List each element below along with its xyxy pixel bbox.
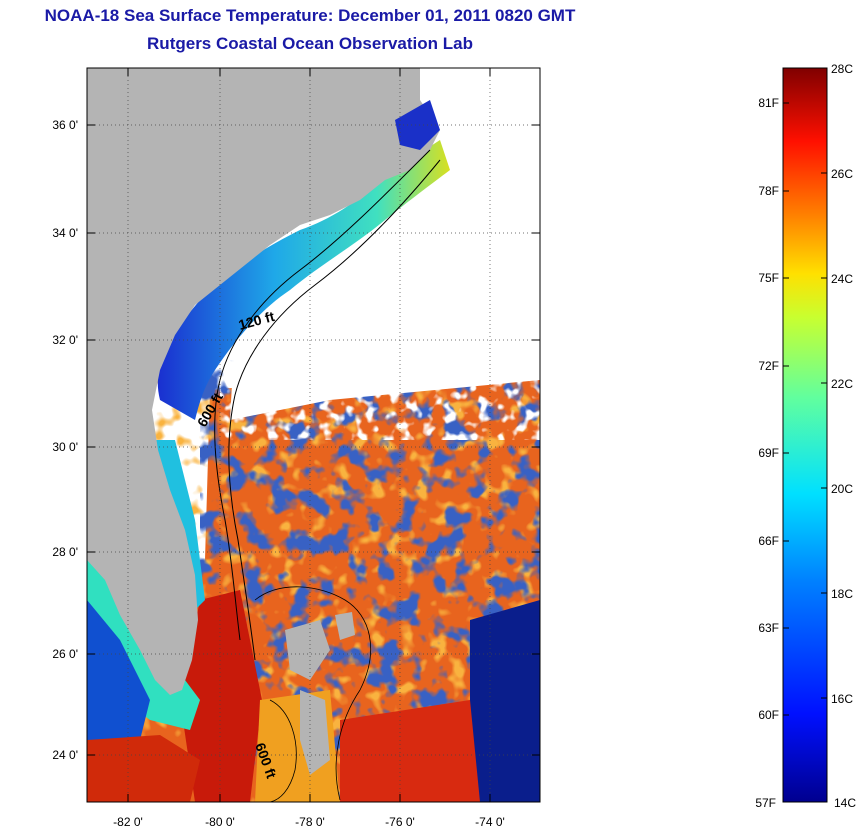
colorbar-fahrenheit-label: 63F — [758, 621, 779, 635]
colorbar-celsius-label: 26C — [831, 167, 853, 181]
lon-tick-label: -82 0' — [113, 815, 143, 829]
colorbar-fahrenheit-label: 81F — [758, 96, 779, 110]
lon-tick-label: -80 0' — [205, 815, 235, 829]
colorbar-fahrenheit-label: 66F — [758, 534, 779, 548]
bahamas-island — [335, 612, 355, 640]
colorbar-fahrenheit-label: 72F — [758, 359, 779, 373]
sst-field — [87, 68, 540, 802]
map-subtitle: Rutgers Coastal Ocean Observation Lab — [147, 34, 473, 53]
lat-tick-label: 36 0' — [52, 118, 78, 132]
lon-tick-label: -78 0' — [295, 815, 325, 829]
bahamas-island — [300, 690, 330, 775]
colorbar-celsius-label: 28C — [831, 62, 853, 76]
bahamas-island — [285, 620, 330, 680]
colorbar-celsius-label: 24C — [831, 272, 853, 286]
lon-tick-label: -74 0' — [475, 815, 505, 829]
colorbar: 28C 26C 24C 22C 20C 18C 16C 14C 81F 78F … — [755, 62, 856, 810]
colorbar-fahrenheit-label: 60F — [758, 708, 779, 722]
colorbar-fahrenheit-label: 57F — [755, 796, 776, 810]
colorbar-celsius-label: 14C — [834, 796, 856, 810]
colorbar-celsius-label: 16C — [831, 692, 853, 706]
colorbar-celsius-label: 18C — [831, 587, 853, 601]
map-title: NOAA-18 Sea Surface Temperature: Decembe… — [44, 6, 576, 25]
lat-tick-label: 30 0' — [52, 440, 78, 454]
colorbar-scale — [782, 67, 828, 803]
lat-tick-label: 26 0' — [52, 647, 78, 661]
lat-tick-label: 32 0' — [52, 333, 78, 347]
land-mass — [87, 68, 440, 695]
colorbar-celsius-label: 20C — [831, 482, 853, 496]
lat-tick-label: 24 0' — [52, 748, 78, 762]
colorbar-fahrenheit-label: 75F — [758, 271, 779, 285]
colorbar-celsius-label: 22C — [831, 377, 853, 391]
lat-tick-label: 34 0' — [52, 226, 78, 240]
colorbar-fahrenheit-label: 69F — [758, 446, 779, 460]
colorbar-fahrenheit-label: 78F — [758, 184, 779, 198]
map-border — [86, 67, 541, 803]
lat-tick-label: 28 0' — [52, 545, 78, 559]
lon-tick-label: -76 0' — [385, 815, 415, 829]
tick-marks — [87, 68, 540, 802]
